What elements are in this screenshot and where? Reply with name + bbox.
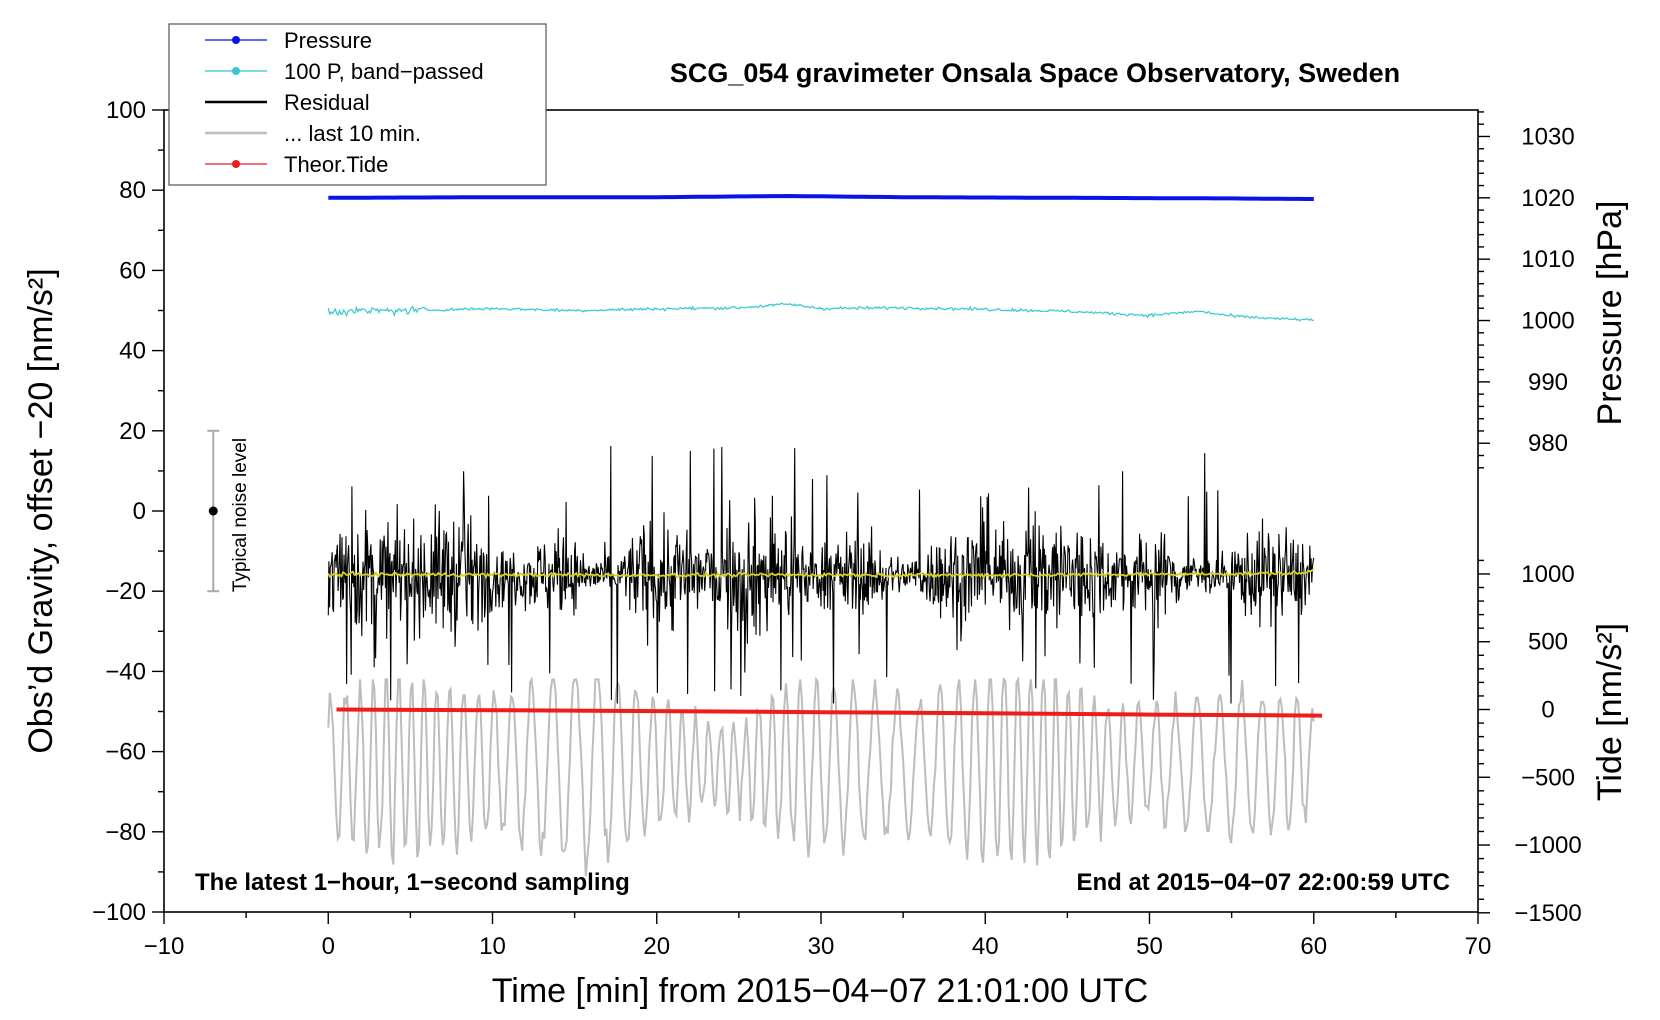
last-10-min-line	[327, 675, 1315, 877]
band-passed-line	[327, 302, 1314, 322]
tide-axis-title: Tide [nm/s²]	[1591, 623, 1629, 801]
noise-bar-center-dot	[208, 506, 218, 516]
x-tick-label: 60	[1300, 933, 1327, 960]
y-tick-label: −60	[105, 739, 146, 766]
residual-line	[327, 445, 1315, 704]
y-tick-label: −100	[92, 899, 146, 926]
legend-box	[168, 23, 547, 186]
end-time-note: End at 2015−04−07 22:00:59 UTC	[1076, 869, 1450, 896]
legend-label: Pressure	[284, 28, 372, 53]
pressure-tick-label: 1010	[1521, 246, 1574, 273]
pressure-tick-label: 980	[1528, 430, 1568, 457]
y-tick-label: −40	[105, 658, 146, 685]
tide-tick-label: −1500	[1514, 900, 1581, 927]
legend-label: Theor.Tide	[284, 152, 388, 177]
legend-marker	[232, 67, 240, 75]
legend-label: Residual	[284, 90, 370, 115]
y-tick-label: −20	[105, 578, 146, 605]
sampling-note: The latest 1−hour, 1−second sampling	[195, 869, 630, 896]
left-y-axis: 100 80 60 40 20 0 −20 −40 −60 −80 −100	[92, 97, 164, 926]
x-tick-label: 10	[479, 933, 506, 960]
legend-marker	[232, 36, 240, 44]
y-tick-label: 100	[106, 97, 146, 124]
pressure-tick-label: 1000	[1521, 308, 1574, 335]
y-tick-label: 20	[119, 418, 146, 445]
legend: Pressure 100 P, band−passed Residual ... la…	[168, 23, 547, 186]
x-tick-label: 50	[1136, 933, 1163, 960]
x-tick-label: 30	[808, 933, 835, 960]
tide-tick-label: −500	[1521, 764, 1575, 791]
tide-tick-label: 0	[1541, 696, 1554, 723]
tide-tick-label: −1000	[1514, 832, 1581, 859]
x-axis-title: Time [min] from 2015−04−07 21:01:00 UTC	[492, 972, 1148, 1010]
theoretical-tide-line	[336, 707, 1323, 718]
chart-title: SCG_054 gravimeter Onsala Space Observat…	[670, 58, 1400, 88]
x-tick-label: 0	[322, 933, 335, 960]
y-tick-label: −80	[105, 819, 146, 846]
x-tick-label: 40	[972, 933, 999, 960]
tide-axis: 1000 500 0 −500 −1000 −1500	[1478, 559, 1582, 927]
tide-tick-label: 500	[1528, 629, 1568, 656]
pressure-tick-label: 1020	[1521, 185, 1574, 212]
left-axis-title: Obs’d Gravity, offset −20 [nm/s²]	[22, 268, 60, 753]
tide-tick-label: 1000	[1521, 561, 1574, 588]
legend-marker	[232, 160, 240, 168]
x-tick-label: −10	[144, 933, 185, 960]
pressure-tick-label: 1030	[1521, 123, 1574, 150]
x-axis: −10 0 10 20 30 40 50 60 70	[144, 912, 1492, 960]
legend-label: ... last 10 min.	[284, 121, 421, 146]
x-tick-label: 20	[643, 933, 670, 960]
noise-level-indicator	[207, 429, 220, 593]
legend-label: 100 P, band−passed	[284, 59, 484, 84]
noise-level-label: Typical noise level	[230, 438, 251, 592]
y-tick-label: 0	[133, 498, 146, 525]
series-layer	[327, 193, 1323, 877]
y-tick-label: 40	[119, 338, 146, 365]
y-tick-label: 80	[119, 177, 146, 204]
pressure-axis-title: Pressure [hPa]	[1591, 201, 1629, 426]
x-tick-label: 70	[1465, 933, 1492, 960]
residual-smoothed-line	[327, 568, 1315, 580]
y-tick-label: 60	[119, 257, 146, 284]
pressure-line	[328, 193, 1314, 201]
pressure-axis: 1030 1020 1010 1000 990 980	[1478, 111, 1575, 469]
pressure-tick-label: 990	[1528, 369, 1568, 396]
